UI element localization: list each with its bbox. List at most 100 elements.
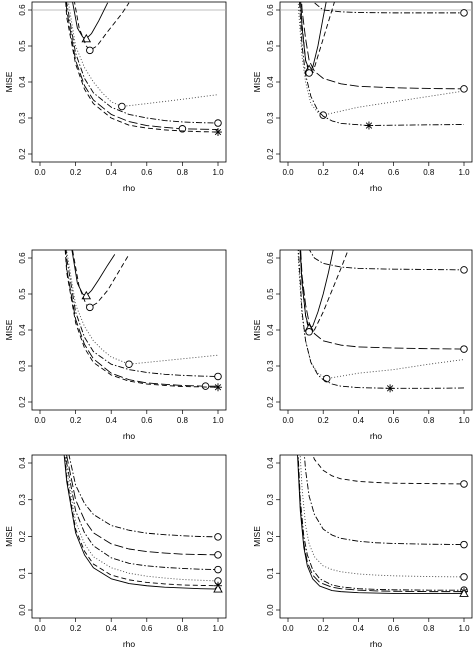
x-tick-label: 0.8 [177,624,189,633]
circle-marker [214,533,222,541]
y-tick-label: 0.3 [266,112,275,124]
plot-frame [279,1,473,163]
series-line-5 [297,250,465,380]
series-line-1 [72,2,109,40]
circle-marker [460,9,468,17]
plot-area [63,455,223,593]
series-line-2 [303,455,465,546]
circle-marker [201,382,210,390]
series-line-3 [65,455,219,571]
circle-marker [460,573,468,581]
x-tick-label: 1.0 [458,624,470,633]
series-line-2 [74,2,130,51]
x-tick-label: 0.6 [141,416,153,425]
x-tick-label: 0.4 [353,416,365,425]
y-tick-label: 0.3 [266,360,275,372]
series-line-3 [66,250,219,365]
x-tick-label: 0.0 [34,168,46,177]
y-axis-title: MISE [4,526,14,547]
series-line-6 [297,250,465,389]
series-line-3 [67,2,219,107]
x-tick-label: 0.6 [141,624,153,633]
circle-marker [460,85,468,93]
x-tick-label: 0.2 [70,624,82,633]
circle-marker [214,551,222,559]
x-tick-label: 0.4 [106,416,118,425]
chart-panel-6: 0.0 0.2 0.4 0.6 0.8 1.0 0.0 0.1 0.2 0.3 0.4 rho MISE [252,454,473,649]
series-line-3 [308,250,465,271]
series-line-1 [68,455,219,538]
y-tick-label: 0.4 [266,76,275,88]
y-tick-label: 0.2 [266,530,275,542]
series-line-6 [63,455,219,590]
plot-area [297,455,469,597]
y-tick-label: 0.4 [18,76,27,88]
plot-frame [31,1,227,163]
series-line-3 [299,455,465,578]
circle-marker [460,266,468,274]
series-line-4 [64,455,219,582]
series-line-3 [313,2,464,14]
plot-area [64,250,222,392]
circle-marker [460,345,468,353]
y-tick-label: 0.6 [18,252,27,264]
series-line-4 [66,2,219,124]
circle-marker [118,102,126,111]
star-marker [386,384,395,393]
x-tick-label: 0.6 [388,168,400,177]
x-tick-label: 0.4 [353,624,365,633]
circle-marker [214,119,222,127]
y-tick-label: 0.6 [266,252,275,264]
x-tick-label: 0.6 [388,624,400,633]
y-tick-label: 0.4 [18,457,27,469]
series-line-5 [65,250,218,387]
x-tick-label: 0.4 [106,624,118,633]
y-tick-label: 0.4 [266,324,275,336]
chart-panel-2: 0.0 0.2 0.4 0.6 0.8 1.0 0.2 0.3 0.4 0.5 0.6 rho MISE [252,1,473,193]
y-tick-label: 0.2 [18,148,27,160]
x-axis-title: rho [123,183,136,193]
series-line-6 [299,2,465,127]
y-tick-label: 0.3 [18,112,27,124]
x-tick-label: 1.0 [458,416,470,425]
star-marker [214,383,222,392]
y-axis-title: MISE [4,71,14,92]
chart-panel-5: 0.0 0.2 0.4 0.6 0.8 1.0 0.0 0.1 0.2 0.3 0.4 rho MISE [4,454,227,649]
y-tick-label: 0.4 [266,457,275,469]
x-tick-label: 0.6 [141,168,153,177]
y-tick-label: 0.2 [266,396,275,408]
circle-marker [125,360,133,368]
plot-area [32,2,226,137]
series-line-1 [71,250,116,297]
series-line-2 [66,455,219,556]
series-line-2 [72,250,130,308]
x-tick-label: 0.2 [318,624,330,633]
x-tick-label: 0.0 [282,168,294,177]
series-line-4 [297,455,464,591]
y-axis-title: MISE [252,71,262,92]
x-axis-title: rho [123,639,136,649]
y-tick-label: 0.2 [266,148,275,160]
x-axis-title: rho [123,431,136,441]
chart-panel-1: 0.0 0.2 0.4 0.6 0.8 1.0 0.2 0.3 0.4 0.5 0.6 rho MISE [4,1,227,193]
y-axis-title: MISE [4,319,14,340]
y-tick-label: 0.3 [18,360,27,372]
series-line-4 [300,250,465,350]
x-tick-label: 1.0 [458,168,470,177]
x-tick-label: 0.6 [388,416,400,425]
circle-marker [86,303,94,312]
y-tick-label: 0.6 [266,4,275,16]
y-tick-label: 0.1 [18,567,27,579]
y-tick-label: 0.5 [18,40,27,52]
series-line-5 [64,455,219,587]
x-tick-label: 0.8 [177,168,189,177]
x-tick-label: 0.0 [34,416,46,425]
series-line-5 [297,455,464,593]
x-tick-label: 0.0 [282,416,294,425]
series-line-6 [64,250,219,388]
triangle-marker [81,290,92,300]
y-tick-label: 0.5 [18,288,27,300]
plot-area [280,2,472,130]
circle-marker [86,46,94,55]
